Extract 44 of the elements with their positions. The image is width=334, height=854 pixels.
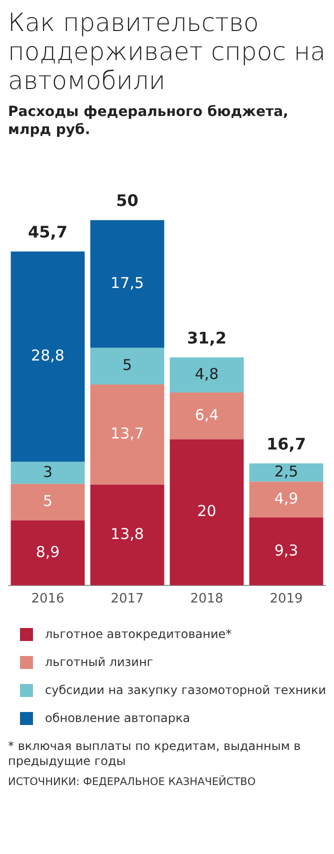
text: ИСТОЧНИКИ: ФЕДЕРАЛЬНОЕ КАЗНАЧЕЙСТВО [8,775,257,790]
data-label: 20 [197,502,216,520]
x-tick-label: 2018 [190,592,224,607]
total-label: 45,7 [28,222,68,242]
data-label: 13,7 [110,424,144,442]
bar [10,462,85,484]
data-label: 4,9 [274,489,298,508]
chart-subtitle: Расходы федерального бюджета, млрд руб. [8,103,290,139]
bar [249,463,324,482]
data-label: 6,4 [194,406,219,424]
data-label: 4,8 [194,364,219,383]
x-tick-label: 2017 [110,592,144,607]
bar [170,439,244,586]
data-label: 5 [42,492,53,510]
data-label: 13,8 [110,524,144,543]
text: * включая выплаты по кредитам, выданным в предыдущие годы [8,739,302,769]
bar [90,220,164,348]
bar [10,520,85,586]
total-label: 16,7 [266,434,306,454]
data-label: 17,5 [110,274,144,292]
data-label: 9,3 [274,541,298,560]
bar [249,517,324,586]
bar [90,484,164,586]
bar [10,484,85,520]
bar [170,357,244,393]
total-label: 50 [116,191,138,210]
total-label: 31,2 [187,328,226,348]
bar [90,348,164,384]
data-label: 28,8 [31,346,64,365]
legend-label: субсидии на закупку газомоторной техники [45,683,326,697]
chart-title: Как правительство поддерживает спрос на автомобили [8,8,326,95]
data-label: 2,5 [274,462,298,480]
bar [90,384,164,485]
x-tick-label: 2016 [31,592,64,607]
bar [170,392,244,440]
x-tick-label: 2019 [270,592,303,607]
data-label: 8,9 [36,542,60,561]
data-label: 5 [122,356,132,374]
legend-label: льготное автокредитование* [45,627,232,641]
data-label: 3 [42,462,53,481]
bar [249,482,324,518]
legend-label: льготный лизинг [45,655,154,669]
legend-label: обновление автопарка [45,711,190,725]
bar [10,251,85,462]
